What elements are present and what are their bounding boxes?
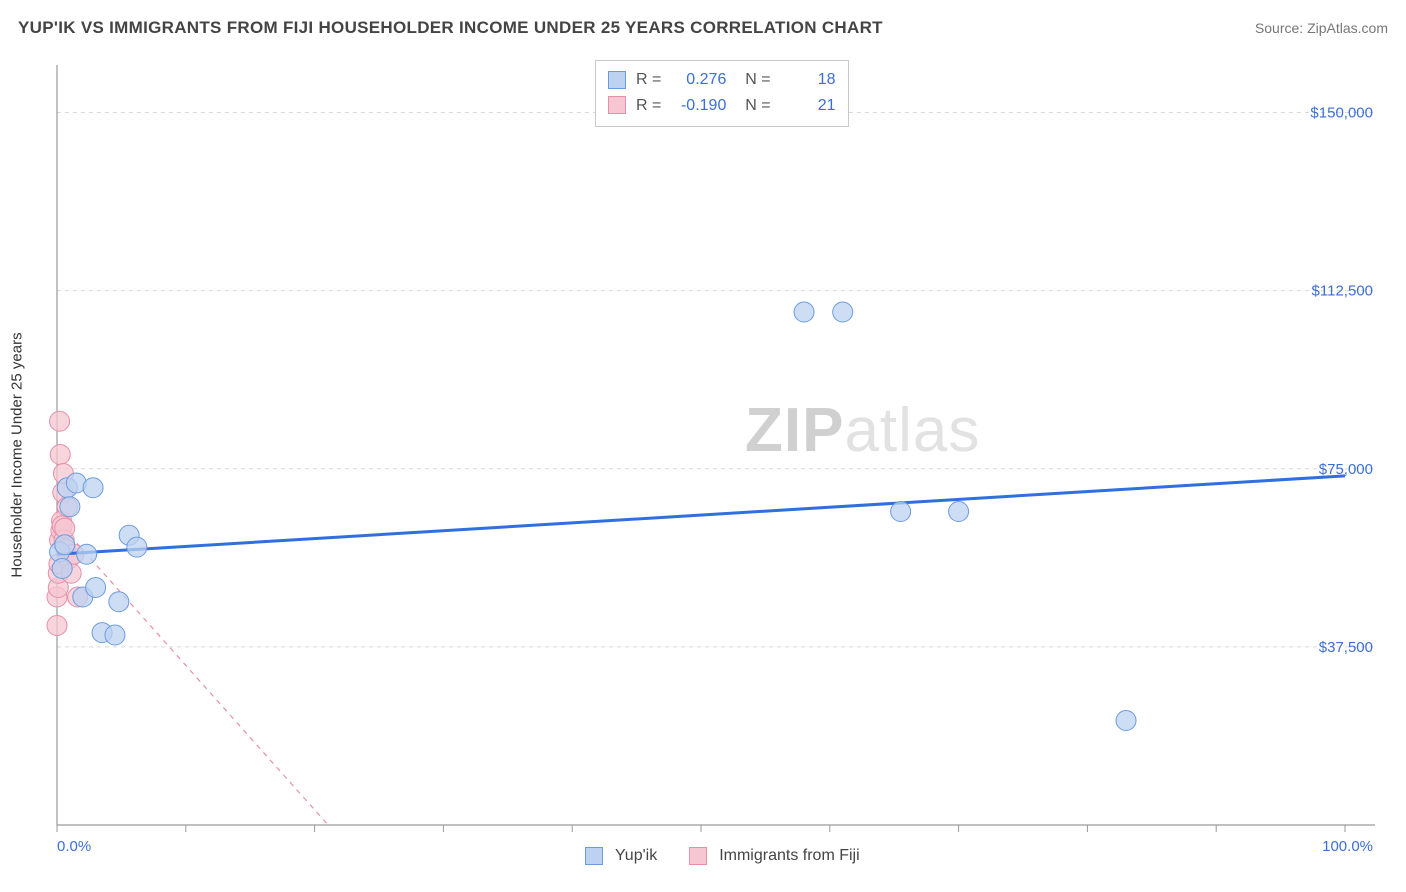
- svg-text:0.0%: 0.0%: [57, 838, 91, 855]
- stat-r-value: -0.190: [671, 93, 726, 119]
- swatch-icon: [585, 847, 603, 865]
- svg-text:$37,500: $37,500: [1319, 639, 1373, 656]
- legend-label: Immigrants from Fiji: [719, 847, 859, 865]
- stat-label: N =: [736, 67, 770, 93]
- scatter-plot: $37,500 $75,000 $112,500 $150,000 0.0% 100.0%: [45, 55, 1385, 855]
- chart-area: Householder Income Under 25 years $37,50…: [45, 55, 1385, 855]
- chart-title: YUP'IK VS IMMIGRANTS FROM FIJI HOUSEHOLD…: [18, 18, 883, 38]
- svg-text:$150,000: $150,000: [1310, 105, 1373, 122]
- svg-text:$75,000: $75,000: [1319, 461, 1373, 478]
- stat-n-value: 18: [781, 67, 836, 93]
- svg-text:100.0%: 100.0%: [1322, 838, 1373, 855]
- chart-source: Source: ZipAtlas.com: [1255, 20, 1388, 36]
- swatch-icon: [608, 96, 626, 114]
- y-axis-label: Householder Income Under 25 years: [9, 332, 26, 577]
- svg-text:$112,500: $112,500: [1312, 283, 1373, 300]
- swatch-icon: [608, 71, 626, 89]
- legend-label: Yup'ik: [615, 847, 657, 865]
- stats-row-yupik: R = 0.276 N = 18: [608, 67, 836, 93]
- stats-row-fiji: R = -0.190 N = 21: [608, 93, 836, 119]
- stat-r-value: 0.276: [671, 67, 726, 93]
- correlation-stats-box: R = 0.276 N = 18 R = -0.190 N = 21: [595, 60, 849, 127]
- series-legend: Yup'ik Immigrants from Fiji: [585, 847, 880, 865]
- stat-label: R =: [636, 93, 661, 119]
- stat-n-value: 21: [781, 93, 836, 119]
- swatch-icon: [689, 847, 707, 865]
- stat-label: N =: [736, 93, 770, 119]
- chart-header: YUP'IK VS IMMIGRANTS FROM FIJI HOUSEHOLD…: [18, 18, 1388, 38]
- stat-label: R =: [636, 67, 661, 93]
